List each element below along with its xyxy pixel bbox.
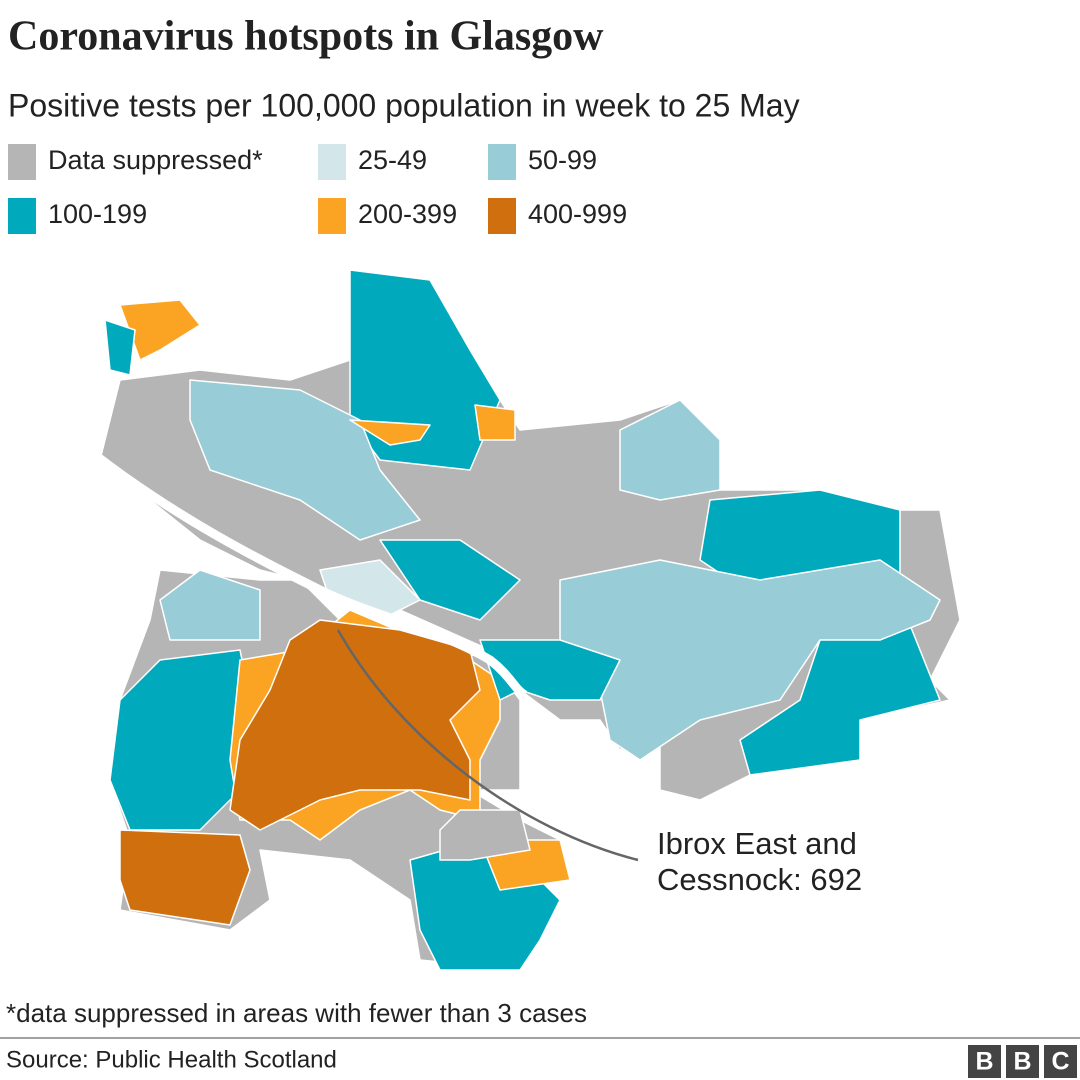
region [119, 299, 201, 361]
river [92, 451, 528, 700]
region [159, 569, 261, 641]
legend-swatch [318, 144, 346, 180]
region [439, 809, 531, 861]
leader-line [336, 629, 639, 862]
logo-letter: B [1013, 1048, 1031, 1076]
region [349, 269, 501, 471]
region [474, 404, 516, 441]
legend: Data suppressed* 25-49 50-99 100-199 200-399… [8, 144, 627, 234]
logo-box [1044, 1045, 1077, 1078]
logo-box [968, 1045, 1001, 1078]
footnote: *data suppressed in areas with fewer tha… [6, 998, 587, 1028]
region [189, 379, 421, 541]
legend-swatch [8, 144, 36, 180]
title: Coronavirus hotspots in Glasgow [8, 14, 604, 60]
region [559, 559, 941, 761]
source: Source: Public Health Scotland [6, 1046, 337, 1073]
legend-label: Data suppressed* [48, 145, 263, 175]
legend-label: 100-199 [48, 199, 147, 229]
map [92, 269, 961, 971]
region [119, 829, 251, 926]
logo-letter: B [975, 1048, 993, 1076]
region [104, 319, 136, 376]
annotation: Cessnock: 692 [657, 862, 862, 897]
logo-box [1006, 1045, 1039, 1078]
legend-swatch [488, 144, 516, 180]
legend-label: 200-399 [358, 199, 457, 229]
subtitle: Positive tests per 100,000 population in… [8, 87, 800, 123]
region [349, 419, 431, 446]
legend-swatch [8, 198, 36, 234]
legend-label: 25-49 [358, 145, 427, 175]
legend-swatch [318, 198, 346, 234]
legend-label: 50-99 [528, 145, 597, 175]
region [229, 619, 481, 831]
region [619, 399, 721, 501]
legend-label: 400-999 [528, 199, 627, 229]
legend-swatch [488, 198, 516, 234]
logo-letter: C [1051, 1048, 1069, 1076]
region [379, 539, 521, 621]
annotation: Ibrox East and [657, 826, 857, 861]
